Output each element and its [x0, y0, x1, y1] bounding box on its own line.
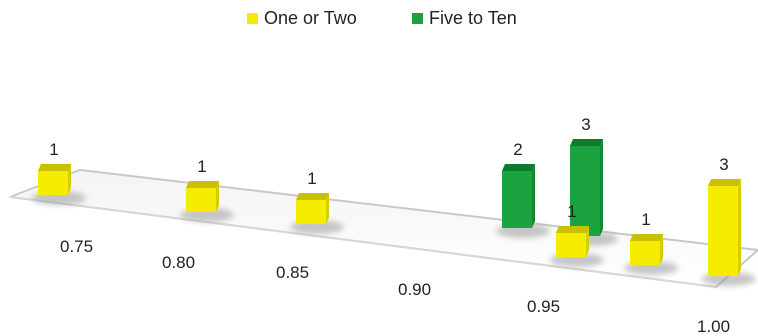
bar-value-label: 3: [719, 155, 728, 174]
bar-side: [216, 181, 219, 212]
bars: [32, 139, 756, 286]
bar-value-label: 1: [49, 140, 58, 159]
bar: [290, 193, 344, 234]
bar-front: [630, 241, 660, 265]
bar-side: [326, 193, 329, 224]
bar-value-label: 3: [581, 115, 590, 134]
legend-label-five-to-ten: Five to Ten: [429, 8, 517, 28]
bar-front: [296, 200, 326, 224]
bar: [702, 179, 756, 286]
bar-top: [502, 164, 535, 171]
bar: [32, 164, 86, 205]
bar-front: [708, 186, 738, 276]
bar-value-label: 1: [567, 202, 576, 221]
bar-side: [600, 139, 603, 236]
tick-label: 0.80: [162, 253, 195, 272]
bar-top: [708, 179, 741, 186]
bar-front: [556, 233, 586, 257]
bar-side: [738, 179, 741, 276]
floor-edge: [9, 196, 717, 288]
bar-front: [502, 171, 532, 228]
tick-label: 0.95: [527, 297, 560, 316]
tick-label: 0.75: [60, 237, 93, 256]
bar-side: [68, 164, 71, 195]
legend-label-one-or-two: One or Two: [264, 8, 357, 28]
bar-side: [532, 164, 535, 228]
bar: [496, 164, 550, 238]
legend: One or Two Five to Ten: [247, 8, 517, 28]
bar-top: [186, 181, 219, 188]
x-axis-ticks: 0.75 0.80 0.85 0.90 0.95 1.00: [60, 237, 730, 336]
bar-value-label: 2: [513, 140, 522, 159]
bar: [624, 234, 678, 275]
legend-swatch-five-to-ten: [412, 13, 423, 24]
legend-swatch-one-or-two: [247, 13, 258, 24]
bar: [550, 226, 604, 267]
bar-value-label: 1: [307, 169, 316, 188]
bar-value-label: 1: [197, 157, 206, 176]
bar-value-label: 1: [641, 210, 650, 229]
bar-top: [570, 139, 603, 146]
data-labels: 1 1 1 2 3 1 1 3: [49, 115, 728, 229]
bar-side: [660, 234, 663, 265]
bar-top: [38, 164, 71, 171]
tick-label: 0.85: [276, 263, 309, 282]
bar-top: [630, 234, 663, 241]
tick-label: 0.90: [398, 280, 431, 299]
bar: [180, 181, 234, 222]
bar-top: [556, 226, 589, 233]
bar-front: [38, 171, 68, 195]
bar-top: [296, 193, 329, 200]
tick-label: 1.00: [697, 317, 730, 336]
bar-front: [570, 146, 600, 236]
bar-front: [186, 188, 216, 212]
bar-side: [586, 226, 589, 257]
